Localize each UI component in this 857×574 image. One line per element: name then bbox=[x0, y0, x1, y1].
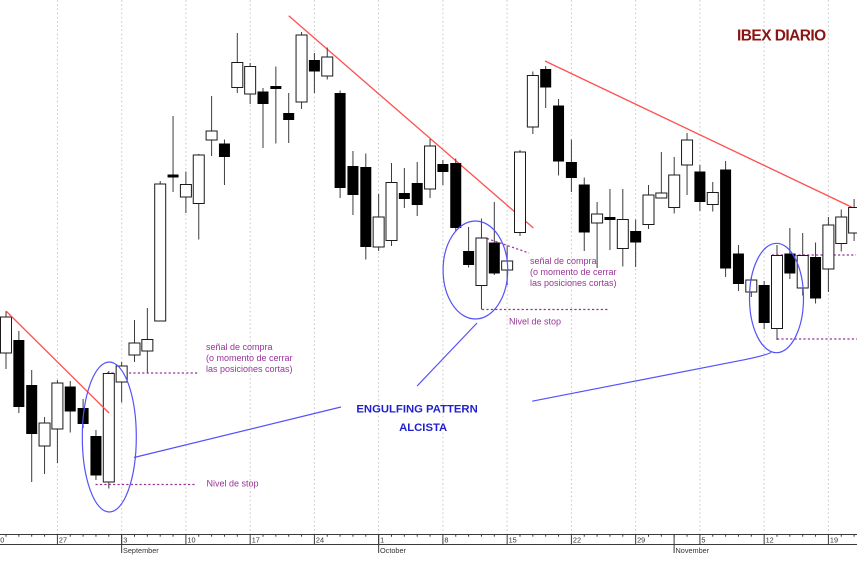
svg-text:(o momento de cerrar: (o momento de cerrar bbox=[206, 353, 293, 363]
svg-text:17: 17 bbox=[252, 536, 260, 545]
svg-text:November: November bbox=[676, 546, 710, 555]
svg-text:ALCISTA: ALCISTA bbox=[399, 422, 447, 434]
svg-text:September: September bbox=[123, 546, 159, 555]
svg-text:15: 15 bbox=[509, 536, 517, 545]
svg-text:19: 19 bbox=[830, 536, 838, 545]
svg-text:24: 24 bbox=[316, 536, 324, 545]
svg-text:5: 5 bbox=[701, 536, 705, 545]
svg-text:22: 22 bbox=[573, 536, 581, 545]
svg-text:(o momento de cerrar: (o momento de cerrar bbox=[530, 267, 617, 277]
svg-text:Nivel de stop: Nivel de stop bbox=[509, 317, 561, 327]
svg-text:12: 12 bbox=[766, 536, 774, 545]
svg-text:0: 0 bbox=[0, 536, 4, 545]
svg-text:Nivel de stop: Nivel de stop bbox=[207, 478, 259, 488]
svg-text:27: 27 bbox=[59, 536, 67, 545]
svg-text:señal de compra: señal de compra bbox=[530, 256, 597, 266]
svg-text:las posiciones cortas): las posiciones cortas) bbox=[530, 278, 617, 288]
svg-text:8: 8 bbox=[444, 536, 448, 545]
svg-text:10: 10 bbox=[187, 536, 195, 545]
svg-text:las posiciones cortas): las posiciones cortas) bbox=[206, 364, 293, 374]
svg-text:ENGULFING PATTERN: ENGULFING PATTERN bbox=[356, 404, 477, 416]
svg-text:1: 1 bbox=[380, 536, 384, 545]
svg-text:29: 29 bbox=[637, 536, 645, 545]
svg-text:October: October bbox=[380, 546, 407, 555]
svg-text:3: 3 bbox=[123, 536, 127, 545]
svg-text:IBEX DIARIO: IBEX DIARIO bbox=[737, 28, 826, 45]
svg-text:señal de compra: señal de compra bbox=[206, 342, 273, 352]
